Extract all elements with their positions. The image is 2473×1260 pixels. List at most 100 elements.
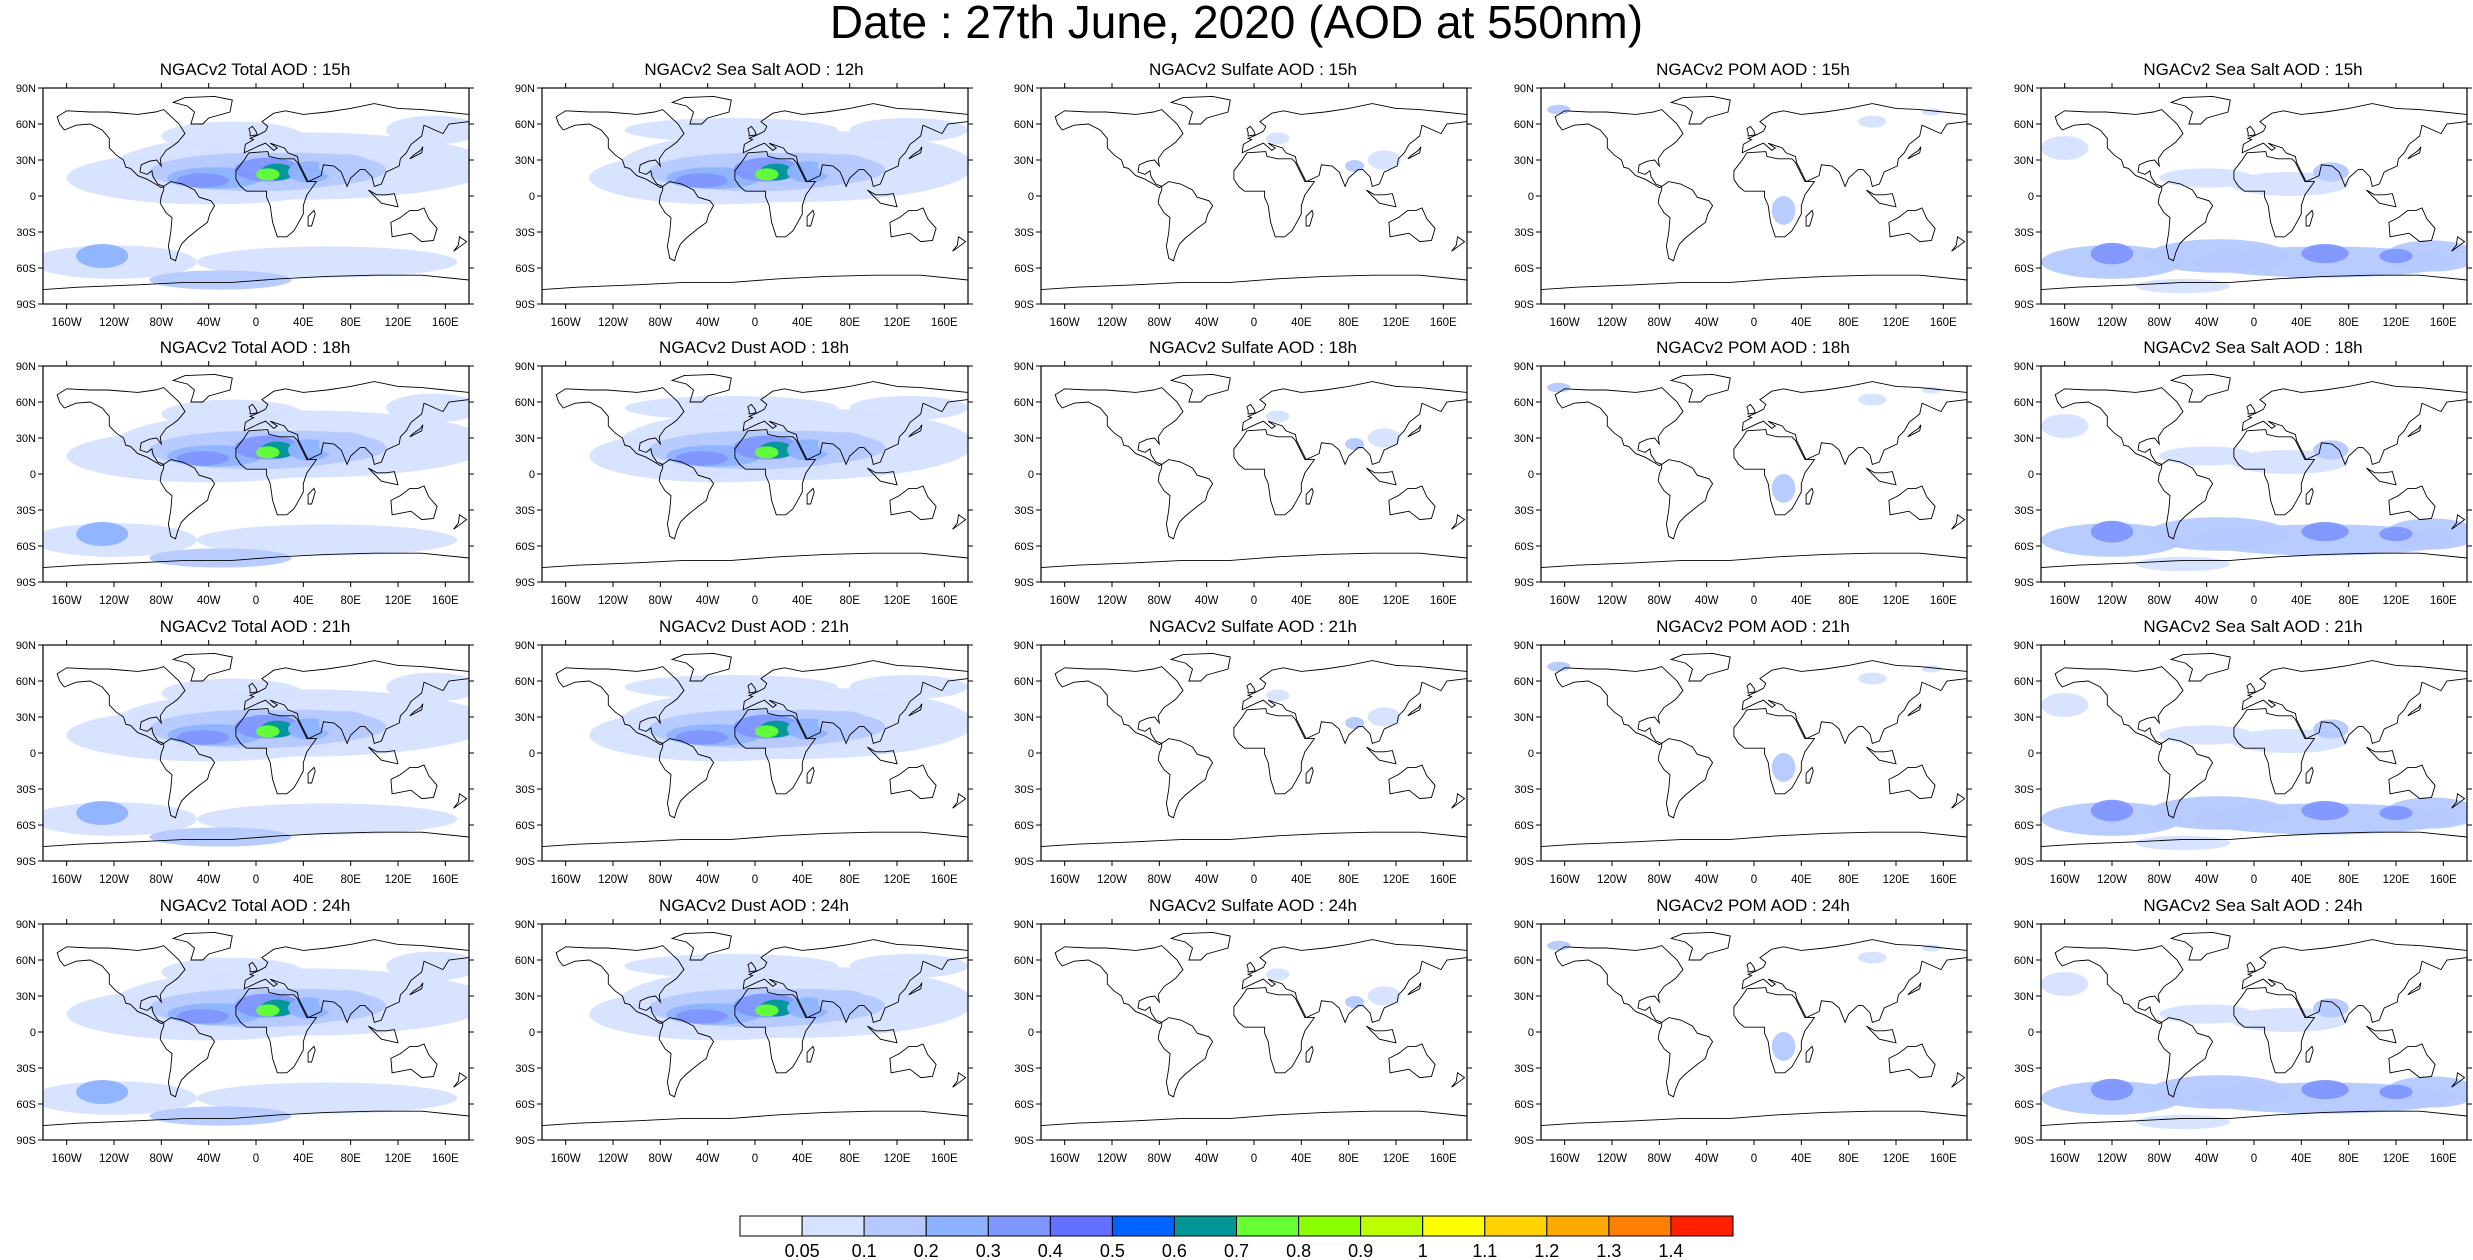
coastline-namerica (1054, 666, 1184, 746)
aod-contour (2301, 244, 2349, 264)
aod-contour (849, 396, 968, 420)
coastlines (2041, 652, 2467, 861)
coastlines (1541, 373, 1967, 582)
panel-title: NGACv2 Sulfate AOD : 21h (1149, 617, 1357, 636)
coastline-indonesia (867, 467, 898, 486)
lon-tick-label: 120W (1597, 317, 1627, 329)
coastline-greenland (2169, 95, 2231, 125)
lat-tick-label: 60N (16, 676, 36, 688)
aod-contour (2384, 240, 2467, 272)
coastline-indonesia (1366, 1025, 1397, 1044)
coastline-namerica (2054, 109, 2184, 189)
lon-tick-label: 160E (2430, 874, 2457, 886)
lon-tick-label: 120W (1597, 595, 1627, 607)
world-map: 90N 60N 30N 0 30S 60S 90S 160W 120W 80W 40W 0 40E 80E… (1014, 83, 1472, 329)
aod-contour (1265, 410, 1290, 423)
lon-tick-label: 160W (1050, 317, 1080, 329)
world-map: 90N 60N 30N 0 30S 60S 90S 160W 120W 80W 40W 0 40E 80E… (515, 640, 973, 886)
aod-contour (386, 672, 469, 702)
coastline-greenland (1169, 373, 1231, 403)
lat-tick-label: 90N (515, 919, 535, 931)
lon-tick-label: 0 (2251, 874, 2257, 886)
lon-tick-label: 120E (385, 317, 412, 329)
panel-title: NGACv2 Dust AOD : 18h (659, 338, 849, 357)
lon-tick-label: 80E (1838, 317, 1859, 329)
lon-tick-label: 160E (1430, 595, 1457, 607)
lon-tick-label: 120E (1883, 874, 1910, 886)
aod-contour (161, 399, 304, 429)
coastline-eurasia (1241, 939, 1467, 1024)
coastline-namerica (555, 666, 685, 746)
axes: 90N 60N 30N 0 30S 60S 90S 160W 120W 80W 40W 0 40E 80E… (16, 83, 474, 329)
lat-tick-label: 30N (515, 991, 535, 1003)
lon-tick-label: 0 (1751, 317, 1757, 329)
lat-tick-label: 0 (30, 748, 36, 760)
lat-tick-label: 30N (16, 991, 36, 1003)
lat-tick-label: 30N (1514, 991, 1534, 1003)
aod-contour (176, 173, 229, 188)
lat-tick-label: 60N (1514, 397, 1534, 409)
lat-tick-label: 30N (1014, 712, 1034, 724)
coastline-madagascar (2305, 209, 2314, 227)
coastline-antarctica (1041, 831, 1467, 861)
lon-tick-label: 120E (884, 1153, 911, 1165)
aod-field (43, 672, 469, 847)
axes: 90N 60N 30N 0 30S 60S 90S 160W 120W 80W 40W 0 40E 80E… (2014, 640, 2472, 886)
lon-tick-label: 80E (2338, 595, 2359, 607)
aod-contour (2313, 162, 2349, 182)
lat-tick-label: 90N (515, 83, 535, 95)
coastline-africa (235, 708, 318, 795)
lon-tick-label: 40E (1291, 1153, 1312, 1165)
panel-title: NGACv2 Sea Salt AOD : 21h (2143, 617, 2363, 636)
coastline-antarctica (1541, 274, 1967, 304)
lon-tick-label: 0 (1251, 1153, 1257, 1165)
map-panel: NGACv2 Sea Salt AOD : 15h 90N 60N 30N 0 30S 60… (2003, 60, 2473, 340)
coastline-britain (248, 961, 258, 973)
coastline-britain (248, 125, 258, 137)
lat-tick-label: 90N (1014, 919, 1034, 931)
coastline-japan (908, 703, 923, 717)
lon-tick-label: 120W (1097, 874, 1127, 886)
coastline-indonesia (1866, 467, 1897, 486)
lon-tick-label: 0 (2251, 317, 2257, 329)
lat-tick-label: 0 (1528, 1027, 1534, 1039)
lon-tick-label: 120E (884, 595, 911, 607)
aod-contour (2041, 972, 2089, 996)
coastline-madagascar (806, 209, 815, 227)
lat-tick-label: 90S (515, 856, 535, 868)
coastline-madagascar (1805, 487, 1814, 505)
coastline-madagascar (2305, 1045, 2314, 1063)
aod-contour (386, 951, 469, 981)
lon-tick-label: 40W (696, 317, 720, 329)
lat-tick-label: 0 (529, 1027, 535, 1039)
lon-tick-label: 80E (1838, 595, 1859, 607)
lat-tick-label: 90S (16, 1135, 36, 1147)
lat-tick-label: 0 (1028, 1027, 1034, 1039)
coastline-namerica (1554, 387, 1684, 467)
aod-contour (1858, 115, 1887, 128)
lon-tick-label: 160E (931, 317, 958, 329)
coastline-madagascar (1305, 766, 1314, 784)
lon-tick-label: 0 (2251, 595, 2257, 607)
coastline-samerica (1657, 1017, 1714, 1098)
lon-tick-label: 80E (1338, 874, 1359, 886)
coastline-namerica (56, 666, 186, 746)
lon-tick-label: 80W (1147, 595, 1171, 607)
lat-tick-label: 30S (515, 784, 535, 796)
aod-field (43, 951, 469, 1126)
lat-tick-label: 30S (2014, 505, 2034, 517)
coastline-africa (1733, 429, 1816, 516)
aod-contour (675, 173, 728, 188)
map-panel: NGACv2 Total AOD : 15h 90N 60N 30N 0 30S 60S 90… (5, 60, 505, 340)
coastline-greenland (670, 931, 732, 961)
aod-contour (386, 393, 469, 423)
aod-contour (196, 1082, 458, 1114)
lon-tick-label: 160W (1550, 1153, 1580, 1165)
aod-contour (149, 1106, 292, 1126)
lon-tick-label: 160W (52, 874, 82, 886)
coastline-greenland (2169, 373, 2231, 403)
lat-tick-label: 60N (2014, 397, 2034, 409)
aod-contour (161, 678, 304, 708)
world-map: 90N 60N 30N 0 30S 60S 90S 160W 120W 80W 40W 0 40E 80E… (16, 361, 474, 607)
panel-title: NGACv2 Sulfate AOD : 24h (1149, 896, 1357, 915)
